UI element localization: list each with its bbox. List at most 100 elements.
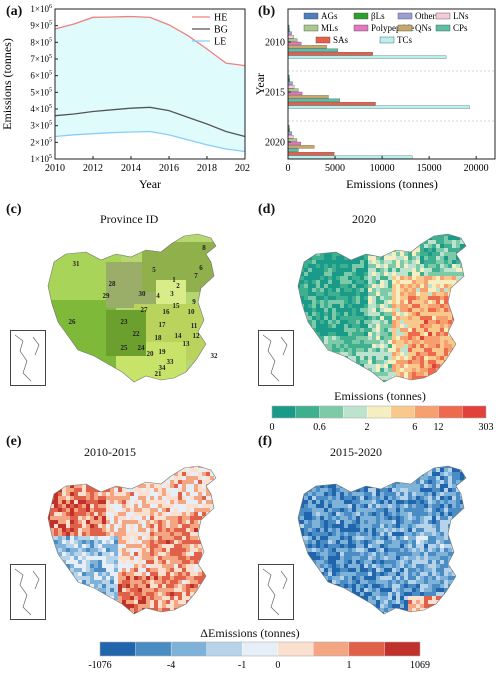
map-cell (392, 332, 397, 337)
map-cell (452, 304, 457, 309)
map-cell (162, 466, 167, 469)
map-cell (206, 596, 211, 601)
map-cell (300, 292, 305, 297)
map-cell (420, 564, 425, 569)
province-id-label: 11 (191, 322, 198, 330)
map-cell (376, 556, 381, 561)
map-cell (456, 466, 461, 469)
map-cell (74, 460, 78, 464)
map-cell (424, 544, 429, 549)
map-cell (170, 468, 175, 473)
map-cell (368, 234, 373, 237)
map-cell (420, 492, 425, 497)
map-cell (440, 528, 445, 533)
map-cell (324, 240, 329, 245)
map-cell (348, 316, 353, 321)
map-cell (408, 516, 413, 521)
map-cell (162, 508, 167, 513)
map-cell (158, 596, 163, 601)
province-id-label: 13 (183, 340, 191, 348)
map-cell (464, 356, 466, 361)
map-cell (436, 332, 441, 337)
map-cell (348, 328, 353, 333)
map-cell (328, 508, 333, 513)
map-cell (400, 364, 405, 369)
map-cell (456, 284, 461, 289)
map-cell (94, 604, 99, 609)
map-cell (78, 556, 83, 561)
map-cell (206, 512, 211, 517)
map-cell (300, 368, 305, 373)
map-cell (166, 588, 171, 593)
map-cell (324, 372, 329, 377)
map-cell (182, 536, 187, 541)
map-cell (54, 508, 59, 513)
map-cell (420, 256, 425, 261)
map-cell (444, 500, 449, 505)
map-cell (90, 572, 95, 577)
map-cell (70, 520, 75, 525)
map-cell (304, 288, 309, 293)
map-cell (202, 592, 207, 597)
map-cell (392, 564, 397, 569)
map-cell (154, 568, 159, 573)
map-cell (90, 476, 95, 481)
map-cell (300, 234, 305, 237)
map-cell (408, 320, 413, 325)
map-cell (316, 234, 321, 237)
map-cell (308, 316, 313, 321)
map-cell (388, 312, 393, 317)
map-cell (102, 528, 107, 533)
map-cell (356, 560, 361, 565)
map-cell (62, 552, 67, 557)
map-cell (352, 240, 357, 245)
map-cell (400, 384, 404, 388)
map-cell (126, 560, 131, 565)
map-cell (352, 512, 357, 517)
map-cell (440, 240, 445, 245)
map-cell (130, 488, 135, 493)
map-cell (432, 368, 437, 373)
map-cell (206, 612, 211, 614)
map-cell (452, 252, 457, 257)
map-cell (320, 376, 325, 381)
map-cell (360, 504, 365, 509)
map-cell (356, 528, 361, 533)
map-cell (328, 288, 333, 293)
map-cell (98, 508, 103, 513)
map-cell (186, 556, 191, 561)
map-cell (432, 244, 437, 249)
map-cell (320, 512, 325, 517)
map-cell (300, 256, 305, 261)
map-cell (360, 468, 365, 473)
colorbar-tick-label: 0.6 (313, 422, 326, 433)
map-cell (380, 552, 385, 557)
map-cell (388, 504, 393, 509)
map-cell (70, 488, 75, 493)
map-cell (432, 248, 437, 253)
map-cell (308, 544, 313, 549)
map-cell (90, 556, 95, 561)
map-cell (464, 284, 466, 289)
map-cell (214, 600, 216, 605)
map-cell (464, 256, 466, 261)
map-cell (356, 256, 361, 261)
map-cell (300, 484, 305, 489)
map-cell (468, 240, 472, 244)
map-cell (74, 468, 79, 473)
map-cell (428, 288, 433, 293)
map-cell (182, 580, 187, 585)
map-cell (320, 288, 325, 293)
map-cell (78, 544, 83, 549)
map-cell (162, 468, 167, 473)
map-cell (54, 588, 59, 593)
map-cell (42, 484, 46, 488)
map-cell (380, 284, 385, 289)
y-tick-label: 5×105 (30, 87, 52, 97)
map-cell (432, 252, 437, 257)
map-cell (174, 532, 179, 537)
map-cell (158, 496, 163, 501)
map-cell (440, 248, 445, 253)
map-cell (356, 280, 361, 285)
map-cell (54, 520, 59, 525)
